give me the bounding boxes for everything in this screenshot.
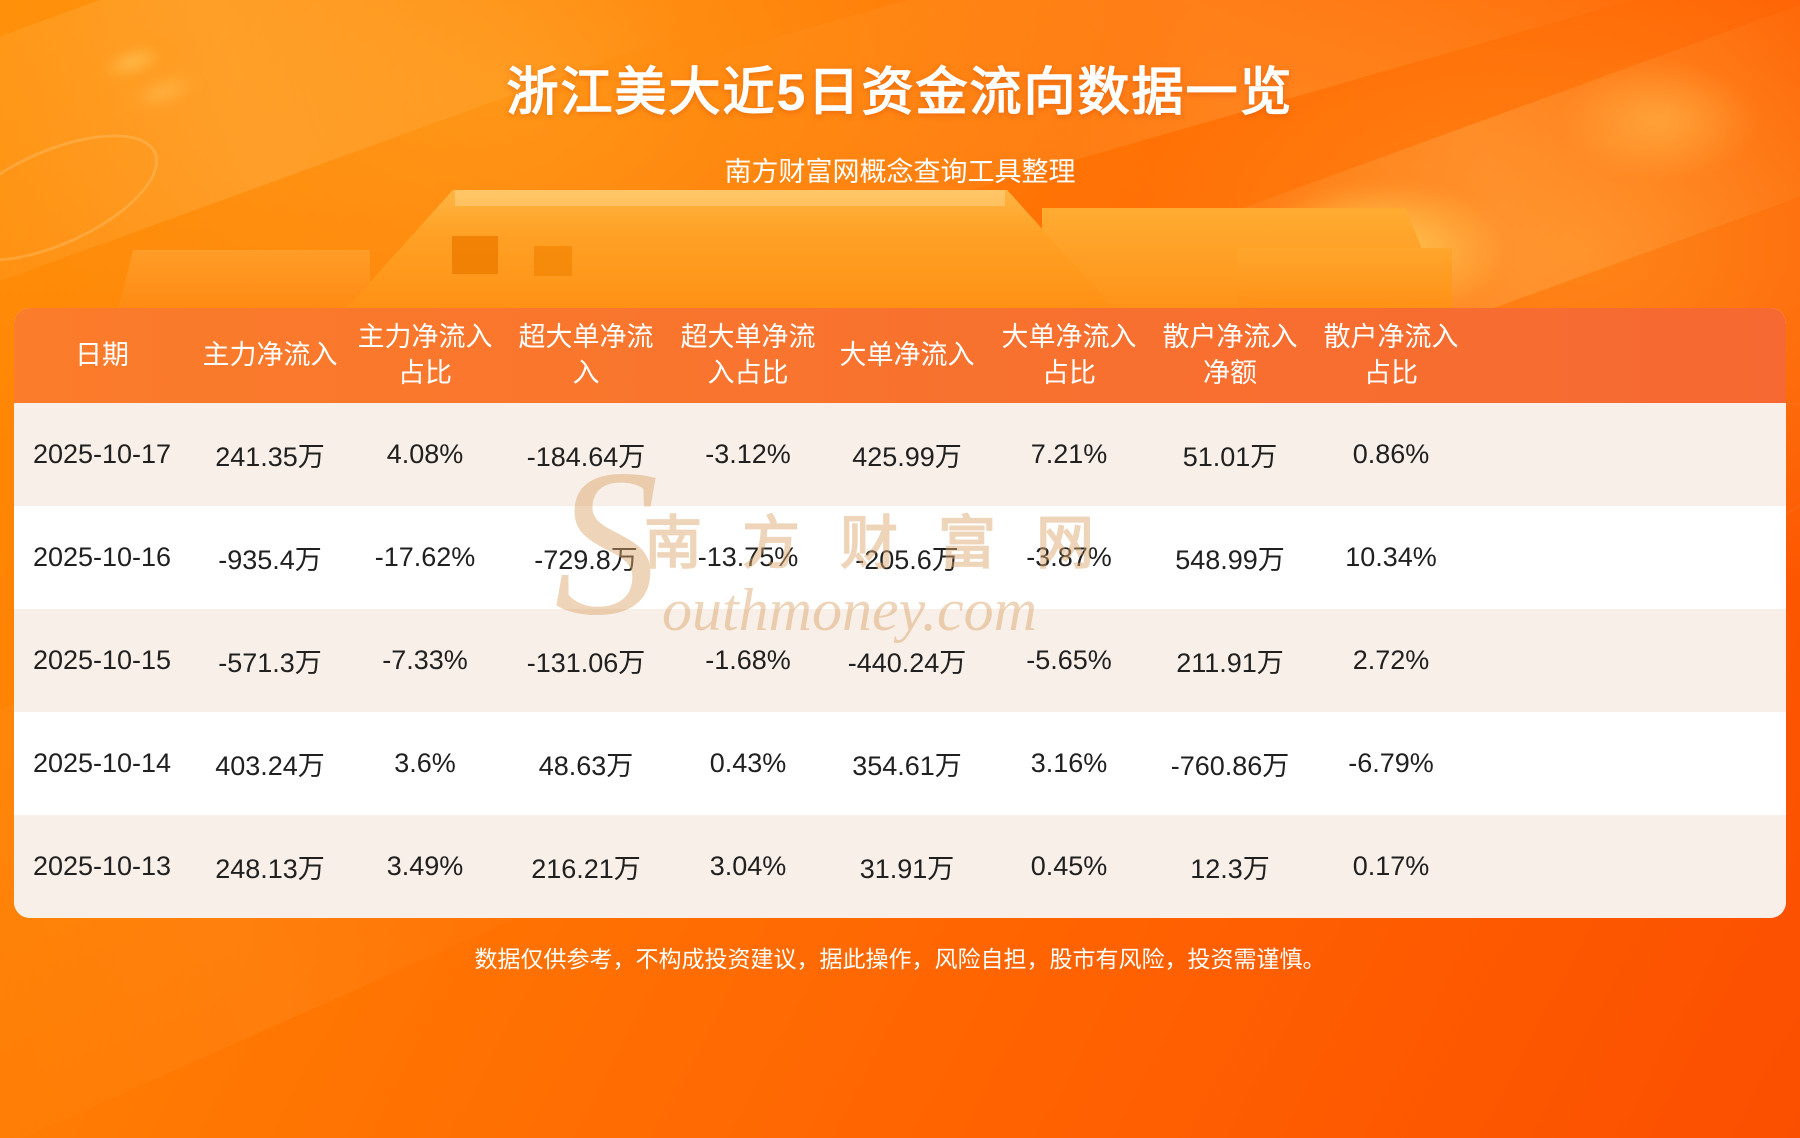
cell-xl-order-net-inflow: -729.8万	[534, 545, 638, 575]
column-header-main-net-inflow: 主力净流入	[202, 339, 338, 370]
cell-date: 2025-10-13	[32, 851, 172, 881]
glow-blob	[1250, 180, 1510, 320]
column-header-large-order-net-inflow: 大单净流入	[839, 339, 975, 370]
podium-right-shape	[1042, 208, 1446, 310]
cell-xl-order-net-inflow-ratio: 3.04%	[709, 851, 787, 881]
cell-xl-order-net-inflow-ratio: -3.12%	[705, 439, 791, 469]
footer: 数据仅供参考，不构成投资建议，据此操作，风险自担，股市有风险，投资需谨慎。	[0, 940, 1800, 974]
cell-retail-net-inflow-ratio: 10.34%	[1345, 542, 1437, 572]
column-header-date: 日期	[75, 339, 129, 370]
cell-main-net-inflow-ratio: 3.6%	[394, 748, 456, 778]
table-row: 2025-10-17 241.35万 4.08% -184.64万 -3.12%…	[14, 403, 1786, 506]
podium-center-highlight	[455, 190, 1005, 206]
cell-large-order-net-inflow-ratio: 3.16%	[1030, 748, 1108, 778]
cell-retail-net-inflow-ratio: 0.86%	[1352, 439, 1430, 469]
table-row: 2025-10-16 -935.4万 -17.62% -729.8万 -13.7…	[14, 506, 1786, 609]
cell-retail-net-inflow-ratio: 0.17%	[1352, 851, 1430, 881]
column-header-xl-order-net-inflow: 超大单净流 入	[518, 322, 654, 388]
cell-xl-order-net-inflow-ratio: -1.68%	[705, 645, 791, 675]
cell-large-order-net-inflow: -205.6万	[855, 545, 959, 575]
cell-date: 2025-10-16	[32, 542, 172, 572]
table-row: 2025-10-15 -571.3万 -7.33% -131.06万 -1.68…	[14, 609, 1786, 712]
cell-main-net-inflow: 241.35万	[215, 442, 325, 472]
cell-retail-net-inflow-ratio: 2.72%	[1352, 645, 1430, 675]
light-streak	[691, 0, 1709, 254]
cell-large-order-net-inflow: -440.24万	[847, 648, 967, 678]
cell-retail-net-inflow: 51.01万	[1182, 442, 1278, 472]
cell-main-net-inflow-ratio: -7.33%	[382, 645, 468, 675]
cell-large-order-net-inflow-ratio: -3.87%	[1026, 542, 1112, 572]
cell-large-order-net-inflow-ratio: 0.45%	[1030, 851, 1108, 881]
cell-xl-order-net-inflow-ratio: -13.75%	[697, 542, 799, 572]
cell-date: 2025-10-14	[32, 748, 172, 778]
column-header-retail-net-inflow-ratio: 散户净流入 占比	[1323, 322, 1459, 388]
podium-center-shape	[345, 190, 1115, 310]
cell-main-net-inflow: 403.24万	[215, 751, 325, 781]
cell-retail-net-inflow: 211.91万	[1176, 648, 1284, 678]
disclaimer-text: 数据仅供参考，不构成投资建议，据此操作，风险自担，股市有风险，投资需谨慎。	[474, 946, 1326, 972]
decorative-cube	[534, 246, 572, 276]
cell-retail-net-inflow: 548.99万	[1175, 545, 1285, 575]
column-header-xl-order-net-inflow-ratio: 超大单净流 入占比	[680, 322, 816, 388]
cell-xl-order-net-inflow-ratio: 0.43%	[709, 748, 787, 778]
cell-large-order-net-inflow-ratio: 7.21%	[1030, 439, 1108, 469]
cell-main-net-inflow: -571.3万	[218, 648, 322, 678]
cell-main-net-inflow: 248.13万	[215, 854, 325, 884]
cell-large-order-net-inflow: 31.91万	[859, 854, 955, 884]
table-header-row: 日期 主力净流入 主力净流入 占比 超大单净流 入 超大单净流 入占比 大单净流…	[14, 308, 1786, 403]
cell-xl-order-net-inflow: -131.06万	[526, 648, 646, 678]
cell-retail-net-inflow: 12.3万	[1190, 854, 1270, 884]
cell-retail-net-inflow-ratio: -6.79%	[1348, 748, 1434, 778]
fund-flow-table: 日期 主力净流入 主力净流入 占比 超大单净流 入 超大单净流 入占比 大单净流…	[14, 308, 1786, 918]
table-row: 2025-10-14 403.24万 3.6% 48.63万 0.43% 354…	[14, 712, 1786, 815]
cell-xl-order-net-inflow: -184.64万	[526, 442, 646, 472]
cell-xl-order-net-inflow: 216.21万	[531, 854, 641, 884]
cell-main-net-inflow-ratio: -17.62%	[374, 542, 476, 572]
decorative-ring	[0, 108, 176, 288]
cell-main-net-inflow: -935.4万	[218, 545, 322, 575]
page-subtitle: 南方财富网概念查询工具整理	[724, 157, 1076, 187]
table-row: 2025-10-13 248.13万 3.49% 216.21万 3.04% 3…	[14, 815, 1786, 918]
cell-main-net-inflow-ratio: 3.49%	[386, 851, 464, 881]
cell-large-order-net-inflow-ratio: -5.65%	[1026, 645, 1112, 675]
column-header-retail-net-inflow: 散户净流入 净额	[1162, 322, 1298, 388]
cell-xl-order-net-inflow: 48.63万	[538, 751, 634, 781]
cell-large-order-net-inflow: 425.99万	[852, 442, 962, 472]
podium-left-shape	[118, 250, 370, 310]
cell-main-net-inflow-ratio: 4.08%	[386, 439, 464, 469]
column-header-large-order-net-inflow-ratio: 大单净流入 占比	[1001, 322, 1137, 388]
page-title: 浙江美大近5日资金流向数据一览	[506, 64, 1294, 122]
decorative-cube	[452, 236, 498, 274]
cell-date: 2025-10-15	[32, 645, 172, 675]
cell-date: 2025-10-17	[32, 439, 172, 469]
cell-retail-net-inflow: -760.86万	[1170, 751, 1290, 781]
column-header-main-net-inflow-ratio: 主力净流入 占比	[357, 322, 493, 388]
cell-large-order-net-inflow: 354.61万	[852, 751, 962, 781]
podium-far-right-shape	[1238, 248, 1452, 310]
